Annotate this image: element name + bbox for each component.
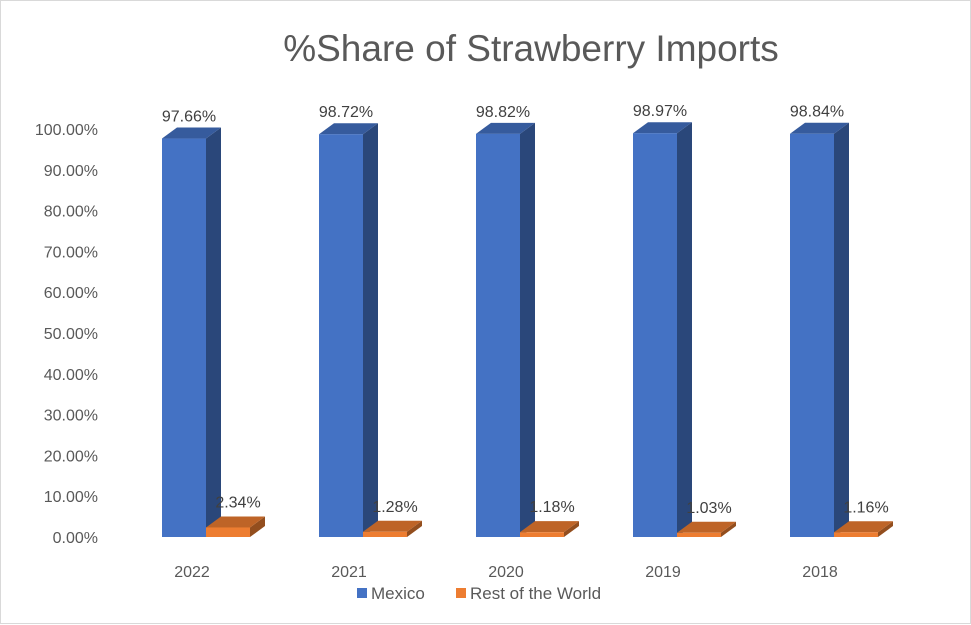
bar-front <box>206 527 250 537</box>
bar-top <box>206 516 265 528</box>
bar-front <box>834 532 878 537</box>
bar-top <box>677 521 736 533</box>
bar-mexico <box>476 122 535 538</box>
y-tick-label: 60.00% <box>44 285 98 302</box>
data-label: 97.66% <box>162 109 216 126</box>
bar-side <box>250 516 265 537</box>
bar-front <box>476 133 520 538</box>
bar-front <box>633 133 677 537</box>
y-tick-label: 80.00% <box>44 204 98 221</box>
bar-front <box>162 138 206 538</box>
legend-label: Rest of the World <box>470 584 601 603</box>
bar-top <box>633 122 692 134</box>
data-label: 98.82% <box>476 104 530 121</box>
legend-swatch <box>456 588 466 598</box>
bar-side <box>677 122 692 538</box>
y-tick-label: 40.00% <box>44 367 98 384</box>
bar-top <box>162 127 221 139</box>
data-label: 1.03% <box>686 500 731 517</box>
data-labels: 97.66% 2.34% 98.72% 1.28% 98.82% 1.18% 98.97% 1… <box>162 103 889 517</box>
y-axis: 0.00% 10.00% 20.00% 30.00% 40.00% 50.00% 60.00… <box>35 122 98 547</box>
chart-title: %Share of Strawberry Imports <box>283 28 779 69</box>
bar-side <box>520 122 535 538</box>
bar-rest-of-the-world <box>677 521 736 537</box>
bar-side <box>834 122 849 538</box>
bar-mexico <box>790 122 849 538</box>
x-tick-label: 2019 <box>645 564 681 581</box>
legend-label: Mexico <box>371 584 425 603</box>
bar-side <box>206 127 221 537</box>
data-label: 98.72% <box>319 104 373 121</box>
legend[interactable]: Mexico Rest of the World <box>357 584 601 603</box>
bar-side <box>363 123 378 537</box>
bar-top <box>790 122 849 134</box>
bar-front <box>363 531 407 537</box>
bar-top <box>520 521 579 533</box>
y-tick-label: 90.00% <box>44 163 98 180</box>
x-tick-label: 2022 <box>174 564 210 581</box>
data-label: 2.34% <box>215 494 260 511</box>
legend-item-mexico[interactable]: Mexico <box>357 584 425 603</box>
y-tick-label: 70.00% <box>44 244 98 261</box>
y-tick-label: 100.00% <box>35 122 98 139</box>
bar-rest-of-the-world <box>834 521 893 537</box>
y-tick-label: 50.00% <box>44 326 98 343</box>
x-axis: 2022 2021 2020 2019 2018 <box>174 564 838 581</box>
bar-top <box>319 123 378 135</box>
bar-top <box>834 521 893 533</box>
legend-swatch <box>357 588 367 598</box>
data-label: 98.84% <box>790 104 844 121</box>
bars <box>162 122 893 538</box>
bar-rest-of-the-world <box>206 516 265 537</box>
bar-side <box>407 520 422 537</box>
bar-front <box>520 532 564 537</box>
y-tick-label: 10.00% <box>44 489 98 506</box>
bar-front <box>677 532 721 537</box>
data-label: 1.18% <box>529 499 574 516</box>
bar-side <box>721 521 736 537</box>
data-label: 98.97% <box>633 103 687 120</box>
bar-mexico <box>319 123 378 537</box>
bar-rest-of-the-world <box>363 520 422 537</box>
bar-rest-of-the-world <box>520 521 579 537</box>
bar-side <box>564 521 579 537</box>
bar-front <box>319 134 363 537</box>
x-tick-label: 2020 <box>488 564 524 581</box>
y-tick-label: 0.00% <box>53 530 98 547</box>
data-label: 1.28% <box>372 499 417 516</box>
bar-front <box>790 133 834 538</box>
y-tick-label: 30.00% <box>44 408 98 425</box>
bar-mexico <box>162 127 221 538</box>
bar-top <box>476 122 535 134</box>
x-tick-label: 2021 <box>331 564 367 581</box>
bar-mexico <box>633 122 692 538</box>
y-tick-label: 20.00% <box>44 448 98 465</box>
bar-top <box>363 520 422 532</box>
x-tick-label: 2018 <box>802 564 838 581</box>
legend-item-rest-of-the-world[interactable]: Rest of the World <box>456 584 601 603</box>
data-label: 1.16% <box>843 499 888 516</box>
bar-side <box>878 521 893 537</box>
